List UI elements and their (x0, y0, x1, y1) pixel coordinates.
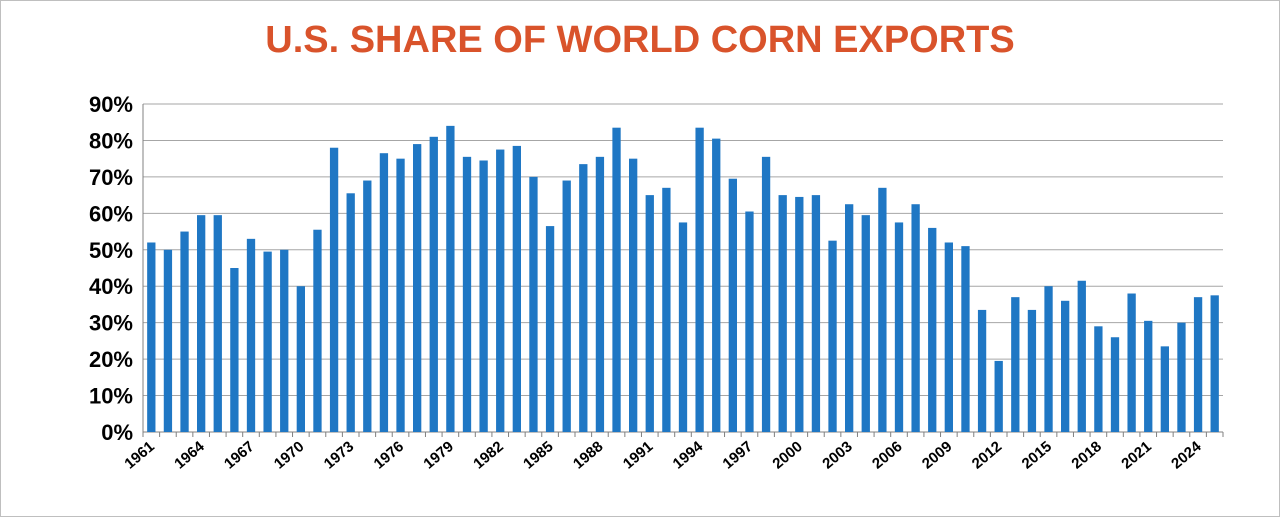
bar-2016 (1061, 300, 1070, 432)
bar-2008 (928, 227, 937, 432)
bar-1994 (695, 127, 704, 432)
bar-1998 (761, 156, 771, 432)
y-tick-label: 20% (89, 347, 133, 372)
y-tick-label: 80% (89, 128, 133, 153)
bar-1969 (280, 249, 289, 432)
x-tick-label: 2012 (969, 438, 1005, 472)
y-tick-label: 10% (89, 384, 133, 409)
bar-2000 (795, 196, 804, 432)
y-tick-label: 90% (89, 92, 133, 117)
bar-2019 (1110, 337, 1120, 432)
x-tick-label: 2006 (869, 438, 905, 472)
bar-1989 (612, 127, 621, 432)
y-tick-label: 30% (89, 311, 133, 336)
bar-1987 (579, 164, 588, 432)
bar-1981 (479, 160, 488, 432)
bar-1973 (346, 193, 355, 432)
x-tick-label: 1964 (171, 438, 208, 473)
bar-2011 (977, 309, 987, 432)
bar-1992 (662, 187, 671, 432)
bar-1977 (413, 144, 422, 433)
bar-2002 (828, 240, 837, 432)
bar-1986 (562, 180, 571, 432)
y-tick-label: 70% (89, 165, 133, 190)
bar-2001 (811, 195, 821, 432)
bar-2014 (1027, 309, 1037, 432)
bar-1967 (246, 238, 256, 432)
bar-2013 (1011, 297, 1020, 432)
y-tick-label: 0% (101, 420, 133, 445)
bar-1991 (645, 195, 654, 432)
bar-2021 (1144, 320, 1153, 432)
bar-2007 (911, 204, 920, 432)
x-tick-label: 1982 (470, 438, 506, 472)
bar-1968 (263, 251, 272, 432)
x-tick-label: 1997 (720, 438, 756, 472)
bar-2023 (1177, 322, 1186, 432)
y-tick-label: 40% (89, 274, 133, 299)
bar-1984 (529, 176, 538, 432)
bar-1985 (545, 226, 555, 432)
y-tick-label: 60% (89, 201, 133, 226)
bar-1978 (429, 136, 438, 433)
bar-2003 (845, 204, 854, 432)
bar-2010 (961, 246, 970, 432)
bar-1988 (595, 156, 605, 432)
bar-1963 (180, 231, 189, 432)
bar-1975 (379, 153, 389, 432)
bar-1972 (329, 147, 339, 432)
x-tick-label: 1967 (221, 438, 257, 472)
bar-1995 (712, 138, 721, 432)
bar-1970 (296, 286, 305, 432)
x-tick-label: 2018 (1068, 438, 1104, 472)
x-tick-label: 1976 (371, 438, 407, 472)
bar-1979 (446, 125, 455, 432)
chart-title: U.S. SHARE OF WORLD CORN EXPORTS (265, 19, 1015, 61)
bar-1997 (745, 211, 754, 432)
bar-2005 (878, 187, 887, 432)
bar-1962 (163, 249, 173, 432)
bar-2025 (1210, 295, 1219, 432)
x-tick-label: 1970 (271, 438, 307, 472)
x-tick-label: 2009 (919, 438, 955, 472)
bar-2022 (1160, 346, 1169, 432)
x-tick-label: 2015 (1019, 438, 1055, 472)
bar-1983 (512, 145, 521, 432)
bar-1980 (462, 156, 472, 432)
bar-1996 (728, 178, 737, 432)
x-tick-label: 2000 (769, 438, 805, 472)
bar-2018 (1094, 326, 1103, 432)
bar-2020 (1127, 293, 1136, 432)
bar-1976 (396, 158, 405, 432)
x-tick-label: 2021 (1118, 438, 1154, 472)
bar-1964 (197, 215, 206, 432)
x-tick-label: 1979 (420, 438, 456, 472)
x-tick-label: 1985 (520, 438, 556, 472)
x-tick-label: 2024 (1168, 438, 1205, 473)
bar-1966 (230, 268, 239, 432)
bar-2012 (994, 360, 1003, 432)
bar-1999 (778, 195, 787, 432)
bar-1990 (629, 158, 638, 432)
bar-2009 (944, 242, 953, 432)
x-tick-label: 1973 (321, 438, 357, 472)
bar-1971 (313, 229, 322, 432)
bar-1974 (363, 180, 372, 432)
bar-2015 (1044, 286, 1053, 432)
bar-1982 (496, 149, 505, 433)
y-tick-label: 50% (89, 238, 133, 263)
x-tick-label: 1994 (670, 438, 707, 473)
bar-1965 (213, 215, 222, 432)
bar-1961 (147, 242, 156, 432)
bar-2006 (894, 222, 904, 432)
x-tick-label: 1991 (620, 438, 656, 472)
bar-1993 (678, 222, 688, 432)
x-tick-label: 1988 (570, 438, 606, 472)
x-tick-label: 2003 (819, 438, 855, 472)
bar-2017 (1077, 280, 1086, 432)
bar-2004 (861, 215, 870, 432)
bar-2024 (1193, 297, 1203, 432)
